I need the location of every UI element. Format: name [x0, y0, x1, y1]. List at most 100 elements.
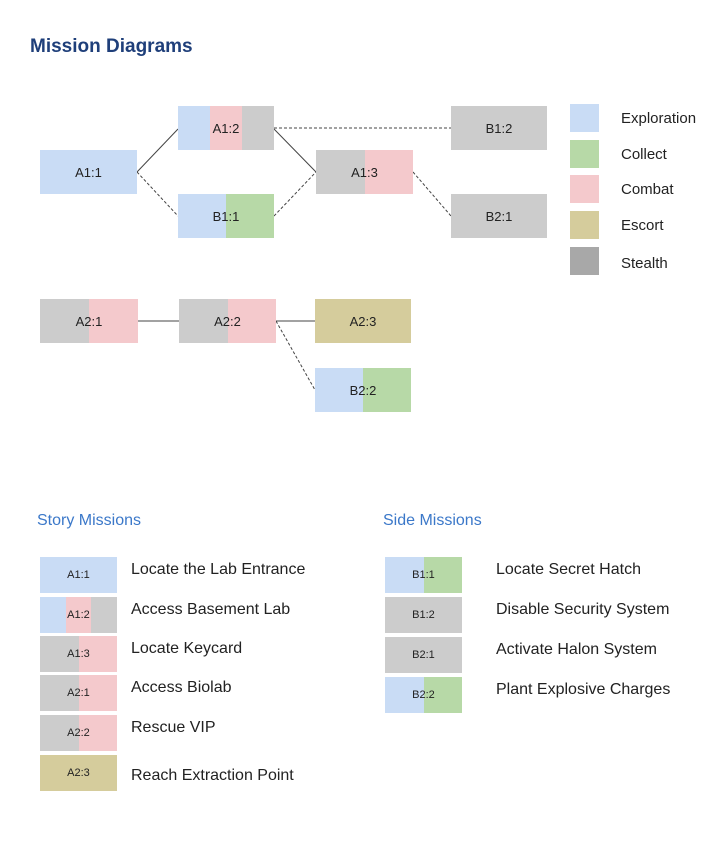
collect-segment — [363, 368, 411, 412]
node-label: A2:3 — [349, 313, 377, 329]
node-label: B2:1 — [485, 208, 513, 224]
mission-code: B2:2 — [412, 689, 435, 701]
exploration-segment — [385, 557, 424, 593]
mission-swatch: B1:1 — [385, 557, 462, 593]
collect-segment — [226, 194, 274, 238]
combat-segment — [78, 675, 117, 711]
mission-code: A2:3 — [67, 767, 90, 779]
escort-swatch — [570, 211, 599, 239]
stealth-segment — [242, 106, 274, 150]
node-a1-3[interactable]: A1:3 — [316, 150, 413, 194]
exploration-segment — [40, 150, 137, 194]
exploration-segment — [40, 557, 117, 593]
connector-a2-2-to-b2-2 — [275, 320, 316, 391]
mission-code: A1:2 — [67, 609, 90, 621]
mission-name: Reach Extraction Point — [131, 767, 294, 784]
node-label: A2:1 — [75, 313, 103, 329]
mission-name: Locate Secret Hatch — [496, 561, 641, 578]
exploration-segment — [315, 368, 363, 412]
mission-swatch: A2:2 — [40, 715, 117, 751]
exploration-segment — [178, 106, 210, 150]
combat-segment — [78, 636, 117, 672]
escort-segment — [315, 299, 411, 343]
combat-segment — [89, 299, 138, 343]
node-a1-2[interactable]: A1:2 — [178, 106, 274, 150]
node-b1-1[interactable]: B1:1 — [178, 194, 274, 238]
mission-swatch: A1:1 — [40, 557, 117, 593]
connector-a1-1-to-a1-2 — [136, 128, 179, 173]
side-missions-title: Side Missions — [383, 512, 482, 529]
mission-name: Locate Keycard — [131, 640, 243, 657]
mission-code: B2:1 — [412, 649, 435, 661]
node-label: A1:1 — [75, 164, 102, 180]
combat-swatch — [570, 175, 599, 203]
node-label: A1:2 — [212, 120, 240, 136]
node-b1-2[interactable]: B1:2 — [451, 106, 547, 150]
legend-label: Stealth — [621, 255, 668, 272]
node-a1-1[interactable]: A1:1 — [40, 150, 137, 194]
stealth-segment — [91, 597, 117, 633]
mission-name: Plant Explosive Charges — [496, 681, 671, 698]
mission-swatch: A1:2 — [40, 597, 117, 633]
combat-segment — [65, 597, 92, 633]
stealth-swatch — [570, 247, 599, 275]
mission-swatch: B2:1 — [385, 637, 462, 673]
mission-code: A2:2 — [67, 727, 90, 739]
combat-segment — [227, 299, 276, 343]
stealth-segment — [385, 637, 462, 673]
collect-segment — [423, 677, 462, 713]
mission-swatch: B1:2 — [385, 597, 462, 633]
mission-code: A1:3 — [67, 648, 90, 660]
legend-label: Escort — [621, 217, 664, 234]
mission-code: B1:1 — [412, 569, 435, 581]
mission-name: Access Basement Lab — [131, 601, 291, 618]
node-a2-3[interactable]: A2:3 — [315, 299, 411, 343]
legend-label: Collect — [621, 146, 667, 163]
node-label: B1:2 — [485, 120, 513, 136]
node-label: A2:2 — [214, 313, 241, 329]
collect-swatch — [570, 140, 599, 168]
connector-a1-1-to-b1-1 — [136, 171, 179, 217]
exploration-segment — [178, 194, 226, 238]
stealth-segment — [40, 636, 79, 672]
story-missions-title: Story Missions — [37, 512, 142, 529]
mission-name: Disable Security System — [496, 601, 670, 618]
stealth-segment — [40, 715, 79, 751]
stealth-segment — [179, 299, 228, 343]
node-b2-1[interactable]: B2:1 — [451, 194, 547, 238]
node-b2-2[interactable]: B2:2 — [315, 368, 411, 412]
mission-code: A2:1 — [67, 687, 90, 699]
connector-b1-1-to-a1-3 — [273, 171, 317, 217]
node-label: B2:2 — [349, 382, 377, 398]
mission-swatch: A1:3 — [40, 636, 117, 672]
exploration-segment — [40, 597, 66, 633]
page-title: Mission Diagrams — [30, 36, 193, 57]
node-label: B1:1 — [212, 208, 240, 224]
mission-code: B1:2 — [412, 609, 435, 621]
mission-name: Locate the Lab Entrance — [131, 561, 306, 578]
mission-name: Rescue VIP — [131, 719, 216, 736]
node-a2-1[interactable]: A2:1 — [40, 299, 138, 343]
legend-label: Combat — [621, 181, 674, 198]
mission-code: A1:1 — [67, 569, 90, 581]
stealth-segment — [451, 106, 547, 150]
stealth-segment — [451, 194, 547, 238]
combat-segment — [364, 150, 413, 194]
stealth-segment — [40, 299, 89, 343]
node-a2-2[interactable]: A2:2 — [179, 299, 276, 343]
exploration-segment — [385, 677, 424, 713]
stealth-segment — [316, 150, 365, 194]
node-label: A1:3 — [351, 164, 378, 180]
collect-segment — [423, 557, 462, 593]
combat-segment — [210, 106, 242, 150]
mission-swatch: A2:1 — [40, 675, 117, 711]
mission-name: Access Biolab — [131, 679, 232, 696]
legend-label: Exploration — [621, 110, 697, 127]
escort-segment — [40, 755, 117, 791]
stealth-segment — [385, 597, 462, 633]
mission-swatch: B2:2 — [385, 677, 462, 713]
combat-segment — [78, 715, 117, 751]
mission-swatch: A2:3 — [40, 755, 117, 791]
exploration-swatch — [570, 104, 599, 132]
